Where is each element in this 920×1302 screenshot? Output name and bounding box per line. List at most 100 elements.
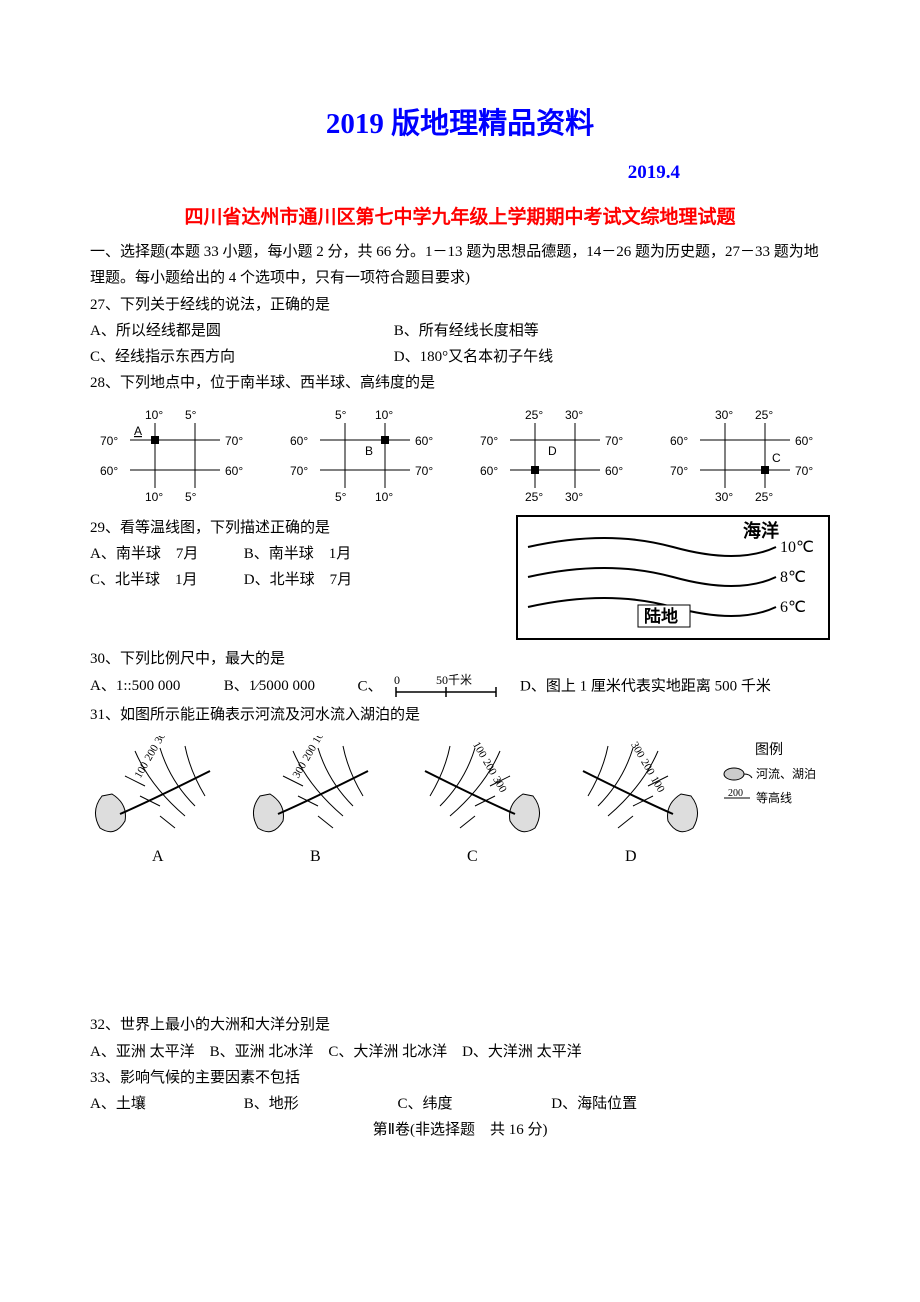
svg-text:60°: 60° bbox=[795, 434, 813, 448]
svg-text:100: 100 bbox=[470, 740, 489, 761]
svg-text:8℃: 8℃ bbox=[780, 569, 806, 586]
svg-text:5°: 5° bbox=[185, 490, 197, 504]
svg-text:70°: 70° bbox=[670, 464, 688, 478]
q31-figure: 100 200 300 A 300 200 100 bbox=[90, 736, 830, 866]
svg-text:60°: 60° bbox=[480, 464, 498, 478]
svg-text:5°: 5° bbox=[185, 408, 197, 422]
q29-optD: D、北半球 7月 bbox=[244, 572, 352, 588]
svg-text:200: 200 bbox=[142, 743, 161, 764]
q32-stem: 32、世界上最小的大洲和大洋分别是 bbox=[90, 1012, 830, 1038]
svg-text:25°: 25° bbox=[755, 408, 773, 422]
q27-optC: C、经线指示东西方向 bbox=[90, 344, 390, 370]
svg-text:70°: 70° bbox=[100, 434, 118, 448]
part2-heading: 第Ⅱ卷(非选择题 共 16 分) bbox=[90, 1117, 830, 1143]
svg-text:60°: 60° bbox=[290, 434, 308, 448]
svg-text:陆地: 陆地 bbox=[644, 606, 678, 626]
grid-d: 25° 30° 70° 60° 70° 60° 25° 30° D bbox=[470, 405, 640, 505]
svg-text:10°: 10° bbox=[145, 490, 163, 504]
svg-text:海洋: 海洋 bbox=[743, 520, 779, 541]
svg-text:70°: 70° bbox=[225, 434, 243, 448]
svg-text:10°: 10° bbox=[375, 490, 393, 504]
svg-text:5°: 5° bbox=[335, 490, 347, 504]
contour-d: 300 200 100 D bbox=[563, 736, 703, 866]
contour-b: 300 200 100 B bbox=[248, 736, 388, 866]
svg-text:10℃: 10℃ bbox=[780, 539, 814, 556]
q29-optA: A、南半球 7月 bbox=[90, 541, 240, 567]
svg-text:60°: 60° bbox=[670, 434, 688, 448]
q33-optD: D、海陆位置 bbox=[551, 1096, 637, 1112]
svg-text:200: 200 bbox=[728, 788, 743, 799]
svg-text:30°: 30° bbox=[565, 408, 583, 422]
q27-optD: D、180°又名本初子午线 bbox=[394, 349, 553, 365]
svg-text:30°: 30° bbox=[715, 490, 733, 504]
svg-text:50千米: 50千米 bbox=[436, 673, 472, 687]
q30-optA: A、1::500 000 bbox=[90, 673, 220, 699]
svg-text:D: D bbox=[548, 444, 557, 458]
grid-a: 10° 5° 70° 60° 70° 60° 10° 5° A bbox=[90, 405, 260, 505]
q30-optB: B、1⁄5000 000 bbox=[224, 673, 354, 699]
svg-text:25°: 25° bbox=[525, 490, 543, 504]
svg-text:60°: 60° bbox=[415, 434, 433, 448]
svg-text:河流、湖泊: 河流、湖泊 bbox=[756, 766, 816, 781]
q29-optC: C、北半球 1月 bbox=[90, 567, 240, 593]
svg-text:25°: 25° bbox=[525, 408, 543, 422]
svg-text:70°: 70° bbox=[290, 464, 308, 478]
svg-text:图例: 图例 bbox=[755, 742, 783, 758]
q31-stem: 31、如图所示能正确表示河流及河水流入湖泊的是 bbox=[90, 702, 830, 728]
svg-text:6℃: 6℃ bbox=[780, 599, 806, 616]
q28-stem: 28、下列地点中，位于南半球、西半球、高纬度的是 bbox=[90, 370, 830, 396]
q29-stem: 29、看等温线图，下列描述正确的是 bbox=[90, 515, 504, 541]
grid-b: 5° 10° 60° 70° 60° 70° 5° 10° B bbox=[280, 405, 450, 505]
q30-stem: 30、下列比例尺中，最大的是 bbox=[90, 651, 285, 667]
svg-text:30°: 30° bbox=[715, 408, 733, 422]
q33-stem: 33、影响气候的主要因素不包括 bbox=[90, 1065, 830, 1091]
contour-c: 100 200 300 C bbox=[405, 736, 545, 866]
svg-text:100: 100 bbox=[132, 760, 151, 781]
grid-c: 30° 25° 60° 70° 60° 70° 30° 25° C bbox=[660, 405, 830, 505]
q29-optB: B、南半球 1月 bbox=[244, 546, 352, 562]
svg-text:0: 0 bbox=[394, 673, 400, 687]
section-intro: 一、选择题(本题 33 小题，每小题 2 分，共 66 分。1－13 题为思想品… bbox=[90, 239, 830, 292]
svg-text:C: C bbox=[467, 848, 478, 865]
svg-text:200: 200 bbox=[300, 743, 319, 764]
q33-optB: B、地形 bbox=[244, 1091, 394, 1117]
svg-text:70°: 70° bbox=[415, 464, 433, 478]
contour-a: 100 200 300 A bbox=[90, 736, 230, 866]
contour-legend: 图例 河流、湖泊 200 等高线 bbox=[720, 736, 830, 836]
svg-text:等高线: 等高线 bbox=[756, 790, 792, 805]
svg-text:B: B bbox=[365, 444, 373, 458]
svg-text:300: 300 bbox=[628, 740, 647, 761]
q32-opts: A、亚洲 太平洋 B、亚洲 北冰洋 C、大洋洲 北冰洋 D、大洋洲 太平洋 bbox=[90, 1039, 830, 1065]
svg-text:A: A bbox=[152, 848, 164, 865]
svg-text:5°: 5° bbox=[335, 408, 347, 422]
svg-text:A: A bbox=[134, 424, 142, 438]
isotherm-figure: 海洋 10℃ 8℃ 6℃ 陆地 bbox=[516, 515, 830, 640]
svg-text:60°: 60° bbox=[225, 464, 243, 478]
svg-text:300: 300 bbox=[152, 736, 171, 746]
subtitle: 四川省达州市通川区第七中学九年级上学期期中考试文综地理试题 bbox=[90, 202, 830, 229]
svg-text:10°: 10° bbox=[375, 408, 393, 422]
svg-text:70°: 70° bbox=[605, 434, 623, 448]
q28-figure: 10° 5° 70° 60° 70° 60° 10° 5° A 5° 10° 60° 70°… bbox=[90, 405, 830, 505]
svg-text:C: C bbox=[772, 451, 781, 465]
svg-text:D: D bbox=[625, 848, 637, 865]
q27-optB: B、所有经线长度相等 bbox=[394, 323, 539, 339]
main-title: 2019 版地理精品资料 bbox=[90, 100, 830, 142]
q27-optA: A、所以经线都是圆 bbox=[90, 318, 390, 344]
svg-text:70°: 70° bbox=[480, 434, 498, 448]
q33-optC: C、纬度 bbox=[398, 1091, 548, 1117]
date-text: 2019.4 bbox=[90, 162, 830, 184]
svg-text:B: B bbox=[310, 848, 321, 865]
scale-bar-icon: 0 50千米 bbox=[386, 672, 516, 702]
svg-text:25°: 25° bbox=[755, 490, 773, 504]
svg-text:300: 300 bbox=[290, 760, 309, 781]
svg-text:60°: 60° bbox=[605, 464, 623, 478]
svg-text:100: 100 bbox=[310, 736, 329, 746]
q27-stem: 27、下列关于经线的说法，正确的是 bbox=[90, 292, 830, 318]
svg-text:30°: 30° bbox=[565, 490, 583, 504]
svg-text:70°: 70° bbox=[795, 464, 813, 478]
q30-optD: D、图上 1 厘米代表实地距离 500 千米 bbox=[520, 678, 771, 694]
svg-text:10°: 10° bbox=[145, 408, 163, 422]
q30-optC-prefix: C、 bbox=[358, 678, 383, 694]
svg-text:60°: 60° bbox=[100, 464, 118, 478]
